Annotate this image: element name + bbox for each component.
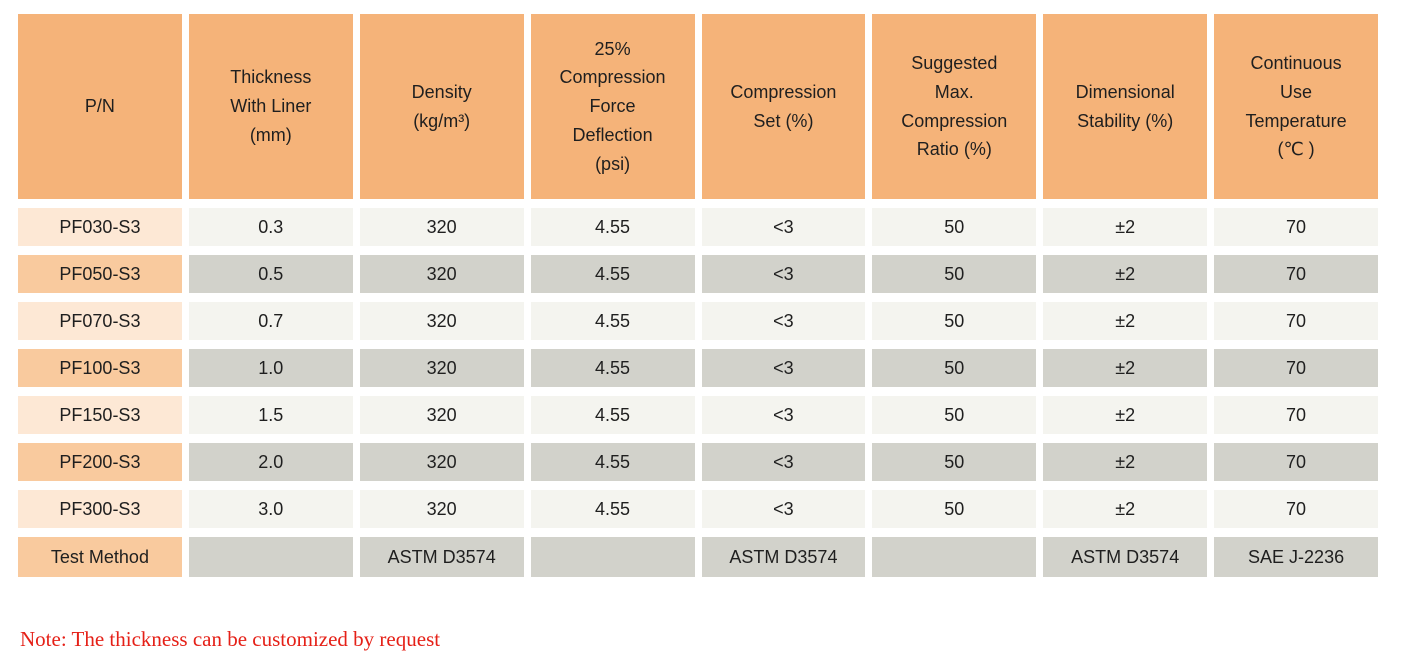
value-cell: 0.7	[188, 302, 353, 340]
value-cell: 4.55	[530, 396, 695, 434]
value-cell: 50	[872, 302, 1037, 340]
header-row: P/N Thickness With Liner (mm) Density (kg/…	[18, 14, 1378, 199]
value-cell: 4.55	[530, 208, 695, 246]
spec-table-body: PF030-S3 0.3 320 4.55 <3 50 ±2 70 PF050-S3 0.5 320…	[18, 208, 1378, 577]
value-cell: <3	[701, 255, 866, 293]
value-cell: 4.55	[530, 302, 695, 340]
note-text: Note: The thickness can be customized by…	[20, 627, 441, 651]
column-header: Suggested Max. Compression Ratio (%)	[872, 14, 1037, 199]
value-cell: 50	[872, 255, 1037, 293]
test-method-cell	[872, 537, 1037, 577]
table-row: PF100-S3 1.0 320 4.55 <3 50 ±2 70	[18, 349, 1378, 387]
spec-table-head: P/N Thickness With Liner (mm) Density (kg/…	[18, 14, 1378, 199]
value-cell: ±2	[1043, 396, 1208, 434]
column-header: Compression Set (%)	[701, 14, 866, 199]
value-cell: 320	[359, 443, 524, 481]
value-cell: 3.0	[188, 490, 353, 528]
value-cell: 50	[872, 490, 1037, 528]
value-cell: 70	[1214, 208, 1378, 246]
test-method-cell: ASTM D3574	[1043, 537, 1208, 577]
table-row: PF150-S3 1.5 320 4.55 <3 50 ±2 70	[18, 396, 1378, 434]
value-cell: 320	[359, 396, 524, 434]
test-method-label: Test Method	[18, 537, 182, 577]
value-cell: 320	[359, 208, 524, 246]
column-header: P/N	[18, 14, 182, 199]
value-cell: <3	[701, 490, 866, 528]
value-cell: <3	[701, 443, 866, 481]
test-method-cell	[530, 537, 695, 577]
test-method-row: Test Method ASTM D3574 ASTM D3574 ASTM D357…	[18, 537, 1378, 577]
value-cell: 0.5	[188, 255, 353, 293]
table-row: PF070-S3 0.7 320 4.55 <3 50 ±2 70	[18, 302, 1378, 340]
value-cell: 1.0	[188, 349, 353, 387]
value-cell: 320	[359, 302, 524, 340]
part-number-cell: PF030-S3	[18, 208, 182, 246]
test-method-cell: ASTM D3574	[701, 537, 866, 577]
value-cell: <3	[701, 208, 866, 246]
value-cell: 4.55	[530, 490, 695, 528]
table-row: PF200-S3 2.0 320 4.55 <3 50 ±2 70	[18, 443, 1378, 481]
table-row: PF300-S3 3.0 320 4.55 <3 50 ±2 70	[18, 490, 1378, 528]
part-number-cell: PF050-S3	[18, 255, 182, 293]
value-cell: 2.0	[188, 443, 353, 481]
column-header: Dimensional Stability (%)	[1043, 14, 1208, 199]
value-cell: 70	[1214, 490, 1378, 528]
value-cell: 50	[872, 396, 1037, 434]
part-number-cell: PF300-S3	[18, 490, 182, 528]
value-cell: ±2	[1043, 349, 1208, 387]
column-header: Thickness With Liner (mm)	[188, 14, 353, 199]
value-cell: 4.55	[530, 443, 695, 481]
test-method-cell: SAE J-2236	[1214, 537, 1378, 577]
value-cell: 320	[359, 349, 524, 387]
column-header: Continuous Use Temperature (℃ )	[1214, 14, 1378, 199]
value-cell: 70	[1214, 396, 1378, 434]
value-cell: 4.55	[530, 255, 695, 293]
part-number-cell: PF150-S3	[18, 396, 182, 434]
value-cell: 4.55	[530, 349, 695, 387]
value-cell: ±2	[1043, 443, 1208, 481]
part-number-cell: PF100-S3	[18, 349, 182, 387]
spec-table: P/N Thickness With Liner (mm) Density (kg/…	[11, 5, 1385, 586]
value-cell: 50	[872, 208, 1037, 246]
value-cell: 70	[1214, 443, 1378, 481]
value-cell: 0.3	[188, 208, 353, 246]
value-cell: 70	[1214, 302, 1378, 340]
value-cell: 70	[1214, 349, 1378, 387]
table-row: PF050-S3 0.5 320 4.55 <3 50 ±2 70	[18, 255, 1378, 293]
part-number-cell: PF070-S3	[18, 302, 182, 340]
table-row: PF030-S3 0.3 320 4.55 <3 50 ±2 70	[18, 208, 1378, 246]
column-header: 25% Compression Force Deflection (psi)	[530, 14, 695, 199]
value-cell: ±2	[1043, 490, 1208, 528]
test-method-cell	[188, 537, 353, 577]
value-cell: ±2	[1043, 302, 1208, 340]
value-cell: 50	[872, 443, 1037, 481]
column-header: Density (kg/m³)	[359, 14, 524, 199]
test-method-cell: ASTM D3574	[359, 537, 524, 577]
value-cell: 70	[1214, 255, 1378, 293]
value-cell: <3	[701, 349, 866, 387]
value-cell: ±2	[1043, 208, 1208, 246]
value-cell: 1.5	[188, 396, 353, 434]
value-cell: 320	[359, 255, 524, 293]
part-number-cell: PF200-S3	[18, 443, 182, 481]
value-cell: 320	[359, 490, 524, 528]
value-cell: <3	[701, 302, 866, 340]
value-cell: ±2	[1043, 255, 1208, 293]
value-cell: 50	[872, 349, 1037, 387]
value-cell: <3	[701, 396, 866, 434]
